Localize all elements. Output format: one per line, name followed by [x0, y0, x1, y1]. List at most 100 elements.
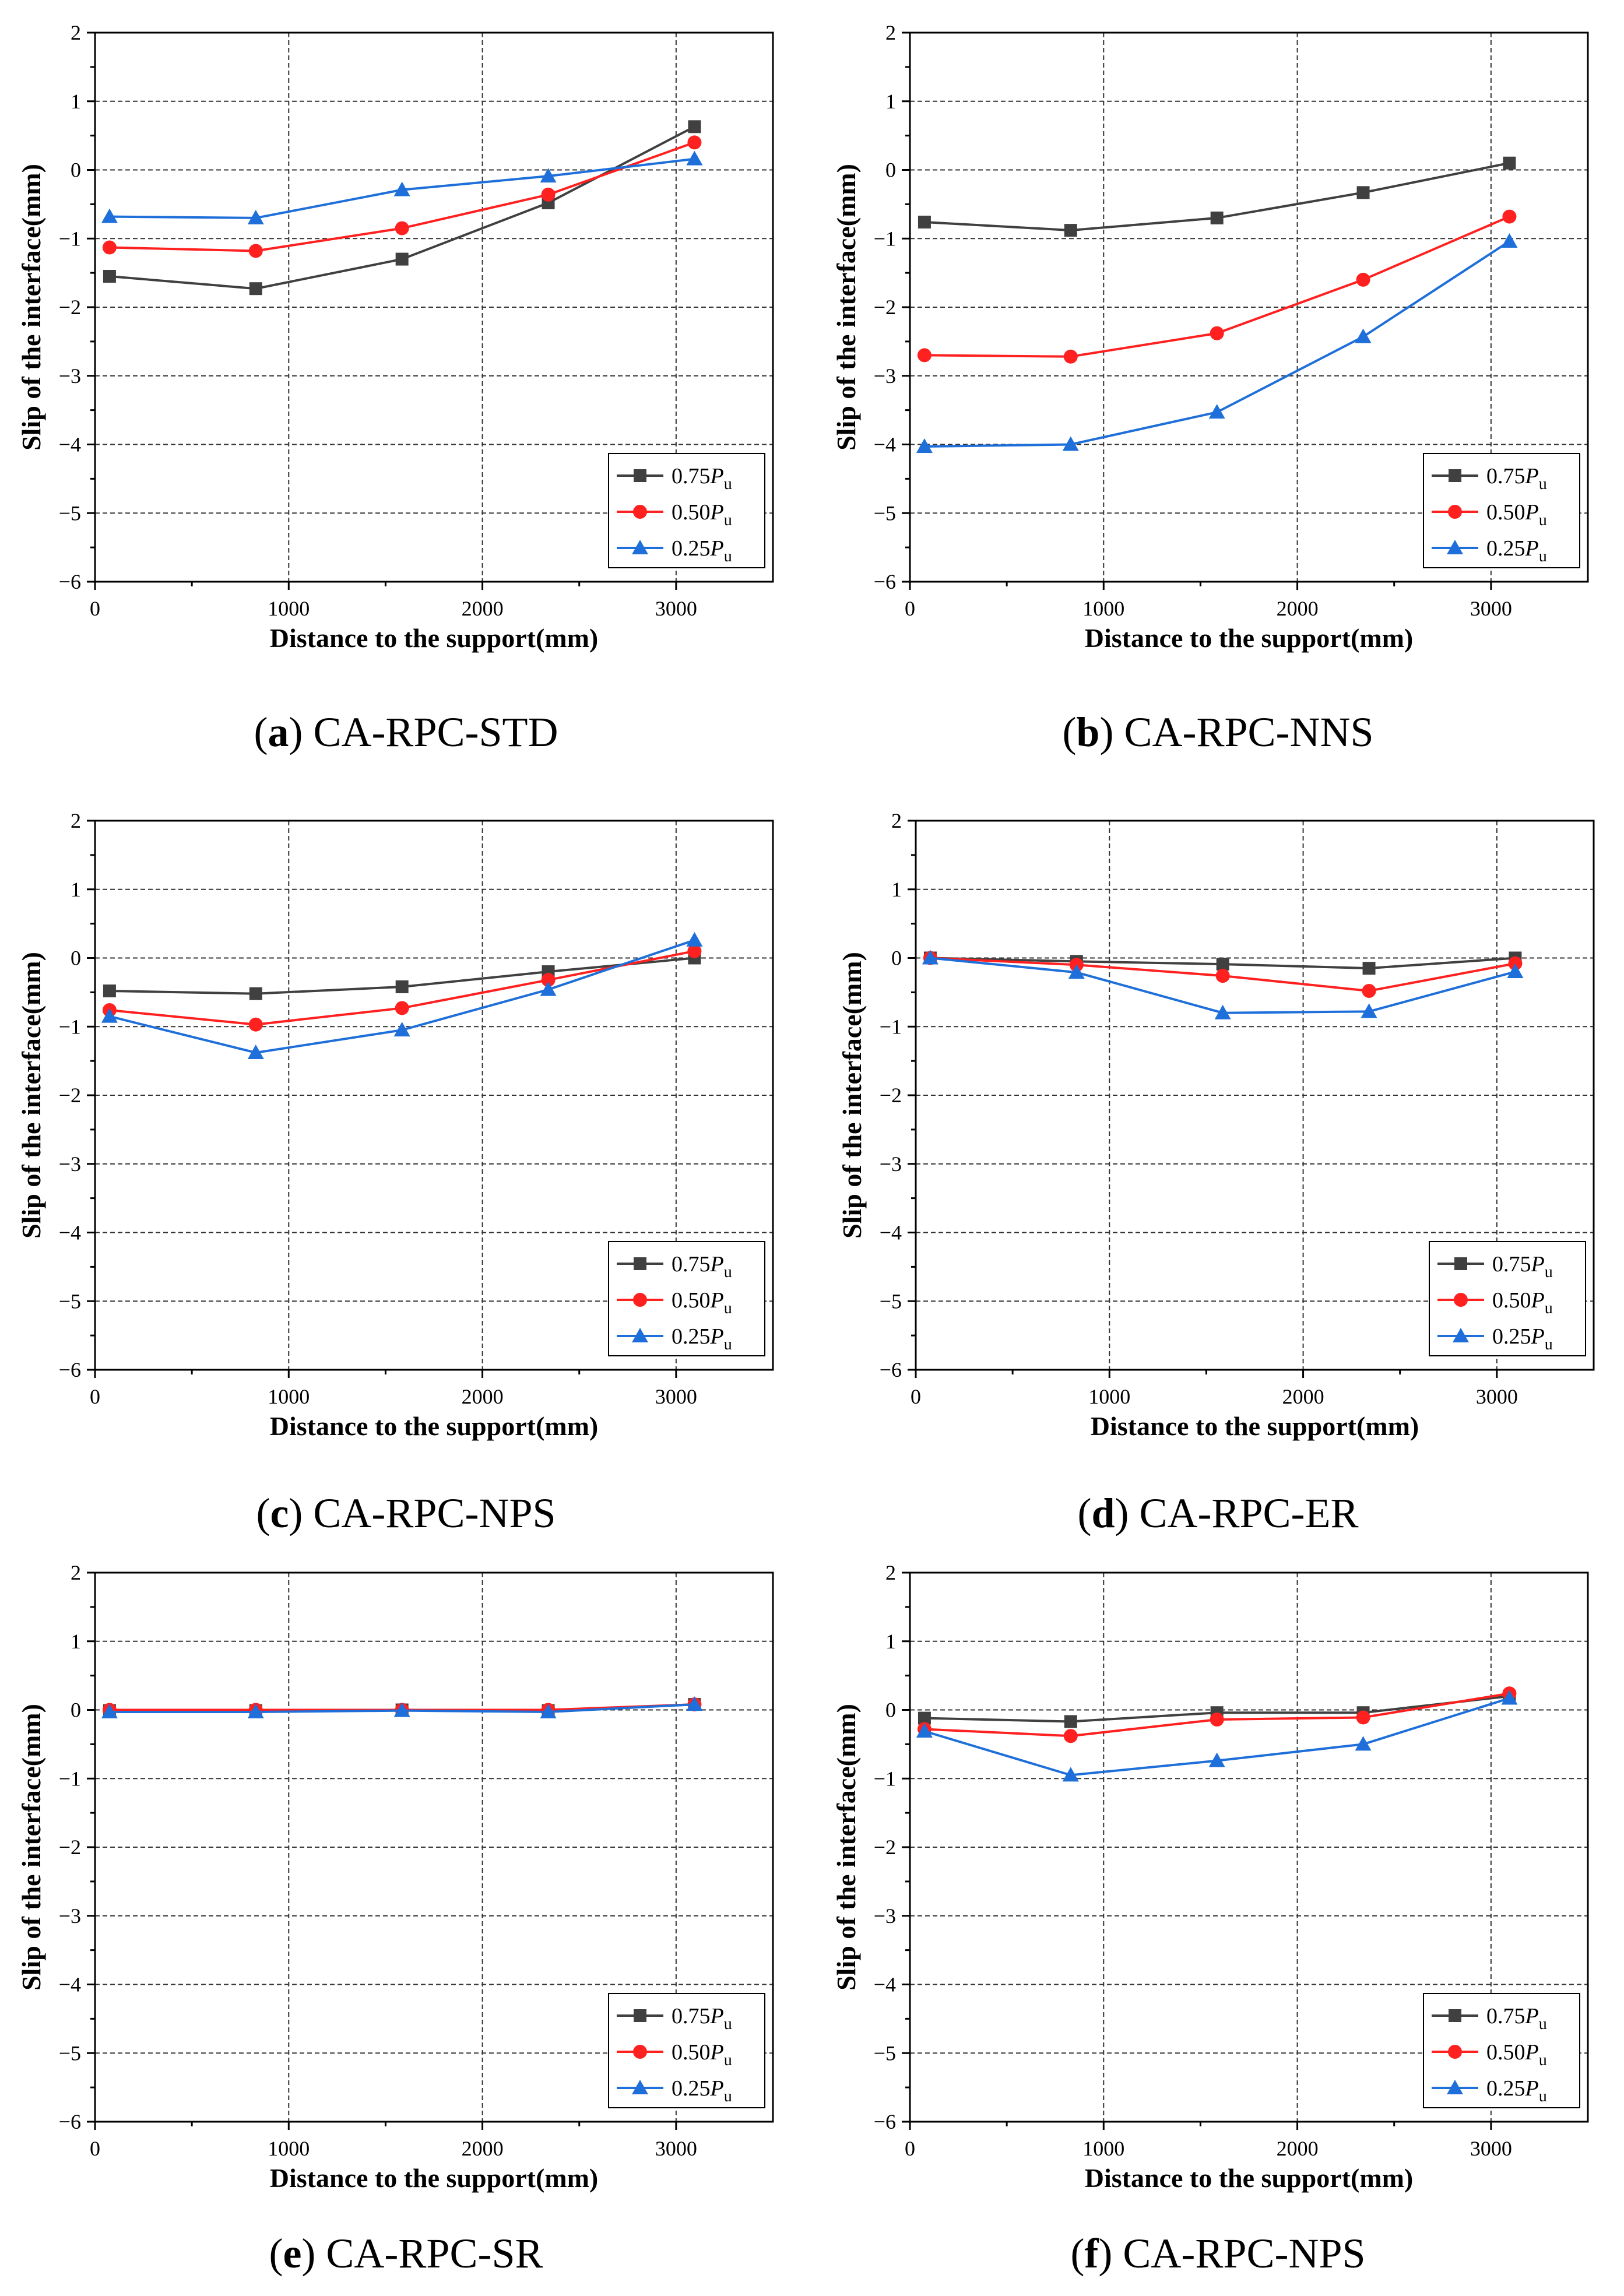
legend-label: 0.50Pu: [1486, 500, 1547, 529]
y-axis-tick-label: 1: [71, 878, 81, 901]
data-point-triangle: [540, 981, 557, 996]
y-axis-tick-label: −5: [880, 1289, 902, 1313]
data-point-circle: [633, 1293, 647, 1307]
y-axis-tick-label: −6: [874, 2110, 896, 2133]
data-point-square: [1449, 469, 1461, 482]
data-point-triangle: [393, 1702, 410, 1717]
x-axis-tick-label: 1000: [1082, 2137, 1124, 2160]
y-axis-title: Slip of the interface(mm): [16, 952, 46, 1239]
data-point-circle: [633, 2045, 647, 2059]
x-axis-tick-label: 0: [90, 597, 100, 620]
y-axis-tick-label: 1: [71, 90, 81, 113]
data-point-triangle: [1062, 1767, 1079, 1782]
y-axis-tick-label: −5: [59, 501, 81, 525]
legend-label: 0.50Pu: [1486, 2040, 1547, 2069]
data-point-circle: [687, 135, 702, 150]
panel-caption: (a) CA-RPC-STD: [254, 709, 558, 755]
panel-caption-title: CA-RPC-NNS: [1124, 709, 1374, 755]
y-axis-tick-label: 1: [891, 878, 902, 901]
x-axis-tick-label: 3000: [655, 1385, 697, 1408]
y-axis-tick-label: −6: [880, 1358, 902, 1381]
data-point-circle: [1448, 2045, 1462, 2059]
panel-caption-label: d: [1091, 1490, 1115, 1536]
data-point-circle: [1362, 984, 1376, 998]
data-point-circle: [102, 240, 117, 255]
x-axis-tick-label: 2000: [462, 2137, 504, 2160]
data-point-circle: [1063, 349, 1078, 364]
x-axis-title: Distance to the support(mm): [270, 1411, 598, 1441]
x-axis-title: Distance to the support(mm): [270, 2163, 598, 2193]
data-point-triangle: [1062, 436, 1079, 451]
data-point-triangle: [1447, 540, 1463, 554]
legend-label: 0.75Pu: [672, 2004, 732, 2033]
data-point-circle: [541, 187, 556, 202]
x-axis-tick-label: 3000: [1476, 1385, 1518, 1408]
data-point-triangle: [916, 438, 933, 453]
panel-caption-label: e: [283, 2230, 302, 2277]
y-axis-tick-label: −4: [59, 1221, 81, 1244]
y-axis-tick-label: −1: [874, 227, 896, 250]
data-point-triangle: [247, 1044, 264, 1059]
y-axis-tick-label: −2: [59, 1836, 81, 1859]
data-point-triangle: [686, 1696, 703, 1711]
data-point-triangle: [1068, 964, 1085, 979]
legend-label: 0.50Pu: [1492, 1288, 1553, 1317]
data-point-square: [395, 980, 409, 993]
y-axis-tick-label: −1: [59, 1767, 81, 1790]
y-axis-tick-label: −3: [59, 1152, 81, 1176]
data-point-triangle: [922, 950, 938, 965]
y-axis-tick-label: 2: [71, 21, 81, 44]
data-point-square: [1449, 2009, 1461, 2022]
data-point-square: [1454, 1257, 1467, 1270]
x-axis-tick-label: 3000: [1470, 2137, 1512, 2160]
data-point-triangle: [686, 150, 703, 166]
y-axis-tick-label: −3: [874, 364, 896, 388]
y-axis-tick-label: −2: [59, 1084, 81, 1107]
legend-label: 0.25Pu: [1492, 1324, 1553, 1353]
data-point-triangle: [1208, 1752, 1225, 1767]
data-point-circle: [1215, 969, 1230, 983]
x-axis-title: Distance to the support(mm): [1091, 1411, 1419, 1441]
x-axis-tick-label: 0: [90, 2137, 100, 2160]
y-axis-tick-label: 2: [71, 1561, 81, 1584]
y-axis-tick-label: −6: [874, 570, 896, 593]
data-point-square: [1356, 186, 1370, 199]
data-point-square: [249, 282, 262, 296]
y-axis-tick-label: −6: [59, 1358, 81, 1381]
y-axis-tick-label: −5: [59, 1289, 81, 1313]
legend-label: 0.75Pu: [1486, 464, 1547, 493]
data-point-triangle: [540, 1704, 557, 1719]
y-axis-title: Slip of the interface(mm): [16, 1704, 46, 1991]
x-axis-tick-label: 0: [90, 1385, 100, 1408]
x-axis-title: Distance to the support(mm): [1085, 2163, 1413, 2193]
y-axis-tick-label: 0: [885, 1699, 896, 1722]
x-axis-tick-label: 2000: [1282, 1385, 1324, 1408]
y-axis-title: Slip of the interface(mm): [831, 1704, 861, 1991]
legend-label: 0.75Pu: [672, 1252, 732, 1281]
data-point-circle: [248, 244, 263, 258]
x-axis-tick-label: 3000: [1470, 597, 1512, 620]
data-point-triangle: [1214, 1004, 1231, 1019]
legend: 0.75Pu 0.50Pu 0.25Pu: [608, 1993, 765, 2108]
legend-label: 0.75Pu: [1492, 1252, 1553, 1281]
data-point-triangle: [101, 1008, 118, 1023]
data-point-triangle: [540, 168, 557, 183]
legend-label: 0.50Pu: [672, 500, 732, 529]
y-axis-tick-label: −3: [59, 1904, 81, 1928]
legend-label: 0.25Pu: [672, 1324, 732, 1353]
x-axis-tick-label: 2000: [462, 597, 504, 620]
data-point-triangle: [393, 1022, 410, 1037]
panel-caption-label: c: [270, 1490, 289, 1536]
legend-label: 0.75Pu: [672, 464, 732, 493]
chart-panel-c: 0 1000 2000 3000 −6 −5 −4 −3 −2 −1 0 1 2 Distance to …: [16, 809, 774, 1441]
y-axis-tick-label: 0: [71, 947, 81, 970]
panel-caption-title: CA-RPC-STD: [313, 709, 558, 755]
x-axis-tick-label: 0: [905, 2137, 915, 2160]
x-axis-title: Distance to the support(mm): [1085, 623, 1413, 653]
y-axis-tick-label: −5: [874, 501, 896, 525]
legend-label: 0.25Pu: [1486, 536, 1547, 565]
data-point-square: [918, 215, 931, 228]
legend-label: 0.25Pu: [672, 2076, 732, 2105]
data-point-triangle: [632, 1328, 648, 1342]
data-point-triangle: [1453, 1328, 1469, 1342]
